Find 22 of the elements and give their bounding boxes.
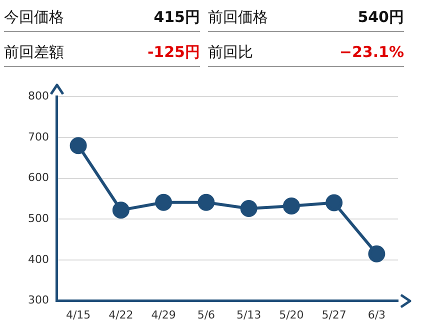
y-tick-label: 300 [28,294,49,307]
text: 前回比 [208,39,321,67]
y-tick-label: 700 [28,130,49,144]
x-tick-label: 4/22 [108,308,134,322]
text: 今回価格 [4,4,117,32]
text: -125円 [116,39,200,67]
text: −23.1% [320,39,404,67]
x-tick-label: 5/13 [236,308,262,322]
y-tick-label: 500 [28,212,49,225]
x-tick-label: 5/6 [197,308,216,322]
text: 415円 [116,4,200,32]
x-tick-label: 4/15 [66,308,91,322]
x-tick-label: 4/29 [151,308,176,322]
y-tick-label: 400 [28,252,49,266]
x-tick-label: 6/3 [368,308,386,322]
x-tick-label: 5/27 [322,308,346,322]
y-tick-label: 600 [28,171,49,184]
text: 540円 [320,4,404,32]
x-tick-label: 5/20 [279,308,304,322]
text: 前回差額 [4,39,117,67]
text: 前回価格 [208,4,321,32]
y-tick-label: 800 [28,89,49,102]
